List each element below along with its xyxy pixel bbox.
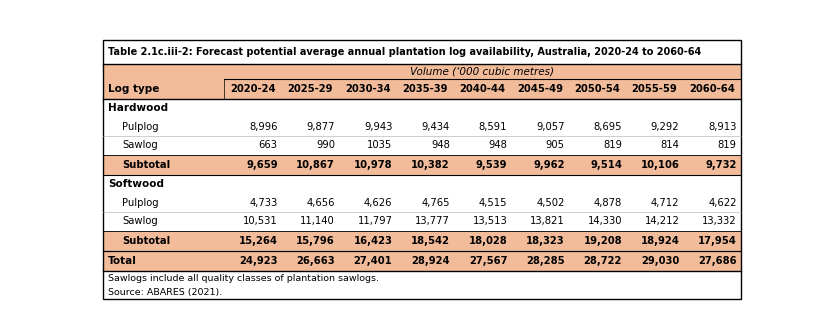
Text: 4,878: 4,878	[594, 198, 622, 208]
Text: 2055-59: 2055-59	[632, 84, 677, 94]
Text: Log type: Log type	[108, 84, 160, 94]
Text: 4,765: 4,765	[421, 198, 450, 208]
Text: 948: 948	[431, 140, 450, 151]
Text: 9,732: 9,732	[705, 160, 737, 170]
Text: 4,733: 4,733	[249, 198, 277, 208]
Text: 2045-49: 2045-49	[517, 84, 563, 94]
Text: 18,028: 18,028	[468, 236, 507, 246]
Text: Sawlogs include all quality classes of plantation sawlogs.: Sawlogs include all quality classes of p…	[108, 274, 379, 283]
Text: 819: 819	[603, 140, 622, 151]
Text: 18,924: 18,924	[640, 236, 680, 246]
Text: 11,140: 11,140	[300, 216, 335, 226]
Text: 10,382: 10,382	[412, 160, 450, 170]
Text: 2030-34: 2030-34	[345, 84, 390, 94]
Text: 10,531: 10,531	[243, 216, 277, 226]
Bar	[103, 118, 741, 136]
Text: 814: 814	[661, 140, 680, 151]
Text: Volume (‘000 cubic metres): Volume (‘000 cubic metres)	[411, 67, 555, 77]
Text: 14,330: 14,330	[588, 216, 622, 226]
Text: Sawlog: Sawlog	[122, 216, 158, 226]
Text: 663: 663	[258, 140, 277, 151]
Text: 29,030: 29,030	[641, 256, 680, 266]
Text: Softwood: Softwood	[108, 179, 164, 189]
Bar	[103, 155, 741, 174]
Text: 4,656: 4,656	[306, 198, 335, 208]
Text: 9,943: 9,943	[364, 122, 393, 132]
Text: 819: 819	[718, 140, 737, 151]
Text: 9,434: 9,434	[421, 122, 450, 132]
Text: 990: 990	[316, 140, 335, 151]
Text: 27,401: 27,401	[354, 256, 393, 266]
Text: 2025-29: 2025-29	[287, 84, 333, 94]
Text: Sawlog: Sawlog	[122, 140, 158, 151]
Text: 15,264: 15,264	[239, 236, 277, 246]
Bar	[103, 212, 741, 230]
Bar	[103, 136, 741, 155]
Text: Subtotal: Subtotal	[122, 236, 170, 246]
Text: 17,954: 17,954	[698, 236, 737, 246]
Text: Total: Total	[108, 256, 137, 266]
Text: 15,796: 15,796	[296, 236, 335, 246]
Text: 4,622: 4,622	[709, 198, 737, 208]
Text: 9,057: 9,057	[536, 122, 565, 132]
Bar	[103, 40, 741, 64]
Text: Pulplog: Pulplog	[122, 198, 159, 208]
Text: 28,722: 28,722	[584, 256, 622, 266]
Bar	[103, 64, 741, 98]
Text: 2020-24: 2020-24	[230, 84, 276, 94]
Text: 4,515: 4,515	[479, 198, 507, 208]
Bar	[103, 271, 741, 299]
Text: 9,962: 9,962	[533, 160, 565, 170]
Text: 13,332: 13,332	[702, 216, 737, 226]
Text: 10,978: 10,978	[354, 160, 393, 170]
Text: 1035: 1035	[367, 140, 393, 151]
Text: 2035-39: 2035-39	[402, 84, 448, 94]
Text: 9,539: 9,539	[476, 160, 507, 170]
Text: 14,212: 14,212	[644, 216, 680, 226]
Text: 8,695: 8,695	[593, 122, 622, 132]
Text: 905: 905	[546, 140, 565, 151]
Bar	[103, 174, 741, 194]
Text: 13,821: 13,821	[530, 216, 565, 226]
Text: 13,777: 13,777	[415, 216, 450, 226]
Text: 19,208: 19,208	[584, 236, 622, 246]
Text: 18,323: 18,323	[526, 236, 565, 246]
Text: 9,292: 9,292	[651, 122, 680, 132]
Text: 8,996: 8,996	[249, 122, 277, 132]
Text: 8,591: 8,591	[479, 122, 507, 132]
Text: 4,712: 4,712	[651, 198, 680, 208]
Text: 16,423: 16,423	[354, 236, 393, 246]
Text: 10,867: 10,867	[296, 160, 335, 170]
Bar	[103, 98, 741, 118]
Text: Subtotal: Subtotal	[122, 160, 170, 170]
Bar	[103, 251, 741, 271]
Text: 11,797: 11,797	[357, 216, 393, 226]
Text: Source: ABARES (2021).: Source: ABARES (2021).	[108, 288, 222, 297]
Text: 10,106: 10,106	[640, 160, 680, 170]
Text: 4,502: 4,502	[537, 198, 565, 208]
Text: 4,626: 4,626	[364, 198, 393, 208]
Text: 9,659: 9,659	[246, 160, 277, 170]
Text: Hardwood: Hardwood	[108, 103, 168, 113]
Text: 948: 948	[488, 140, 507, 151]
Text: 28,924: 28,924	[412, 256, 450, 266]
Text: 2040-44: 2040-44	[459, 84, 505, 94]
Text: 27,686: 27,686	[698, 256, 737, 266]
Text: 27,567: 27,567	[469, 256, 507, 266]
Bar	[103, 194, 741, 212]
Text: 2060-64: 2060-64	[689, 84, 735, 94]
Text: 13,513: 13,513	[472, 216, 507, 226]
Text: Pulplog: Pulplog	[122, 122, 159, 132]
Text: 9,877: 9,877	[306, 122, 335, 132]
Text: 8,913: 8,913	[709, 122, 737, 132]
Text: 28,285: 28,285	[526, 256, 565, 266]
Bar	[103, 230, 741, 251]
Text: 9,514: 9,514	[590, 160, 622, 170]
Text: 2050-54: 2050-54	[574, 84, 620, 94]
Text: Table 2.1c.iii-2: Forecast potential average annual plantation log availability,: Table 2.1c.iii-2: Forecast potential ave…	[108, 47, 701, 57]
Text: 26,663: 26,663	[296, 256, 335, 266]
Text: 18,542: 18,542	[411, 236, 450, 246]
Text: 24,923: 24,923	[239, 256, 277, 266]
